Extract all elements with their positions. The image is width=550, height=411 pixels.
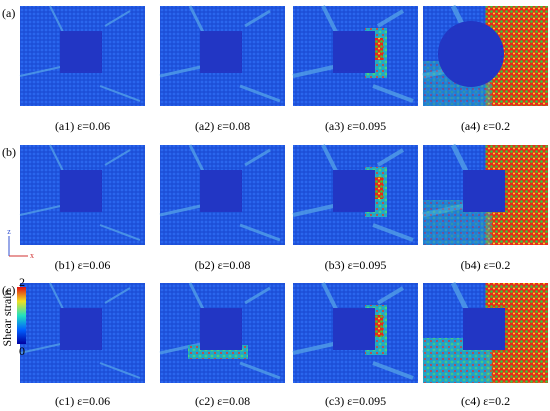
caption: (a4) ε=0.2 [461,119,510,133]
caption: (a1) ε=0.06 [55,119,110,133]
caption: (c3) ε=0.095 [325,394,386,408]
void [200,308,242,350]
void [60,31,102,73]
shear-band [292,144,414,242]
void [463,170,505,212]
void [200,31,242,73]
caption: (c2) ε=0.08 [195,394,250,408]
void [60,170,102,212]
colorbar-min: 0 [19,344,25,358]
shear-band [19,144,141,241]
void [200,170,242,212]
panels: (a) (a1) ε=0.06 (a2) ε=0.08 (a3) ε=0.095 (a4… [2,4,548,408]
plastic-zone [375,177,383,199]
caption: (b2) ε=0.08 [195,258,251,272]
void [333,308,375,350]
void [463,308,505,350]
shear-band [159,144,281,242]
colorbar-max: 2 [19,275,25,289]
plastic-zone [375,38,383,60]
caption: (b4) ε=0.2 [461,258,511,272]
void [333,170,375,212]
colorbar-title: Shear strain [0,290,14,347]
void [60,308,102,350]
row-label: (a) [2,6,15,20]
caption: (a2) ε=0.08 [195,119,250,133]
void [438,21,504,87]
row-label: (c) [2,283,15,297]
shear-band [19,5,141,102]
plastic-zone [375,315,383,337]
void [333,31,375,73]
shear-band [159,282,281,380]
caption: (b3) ε=0.095 [325,258,387,272]
shear-band [292,282,414,380]
caption: (b1) ε=0.06 [55,258,111,272]
z-axis-label: z [7,227,11,236]
caption: (c1) ε=0.06 [55,394,110,408]
shear-band [19,282,141,379]
x-axis-label: x [30,251,34,260]
colorbar [17,287,26,344]
shear-band [292,5,414,103]
shear-band [159,5,281,103]
caption: (c4) ε=0.2 [461,394,510,408]
caption: (a3) ε=0.095 [325,119,386,133]
row-label: (b) [2,145,16,159]
